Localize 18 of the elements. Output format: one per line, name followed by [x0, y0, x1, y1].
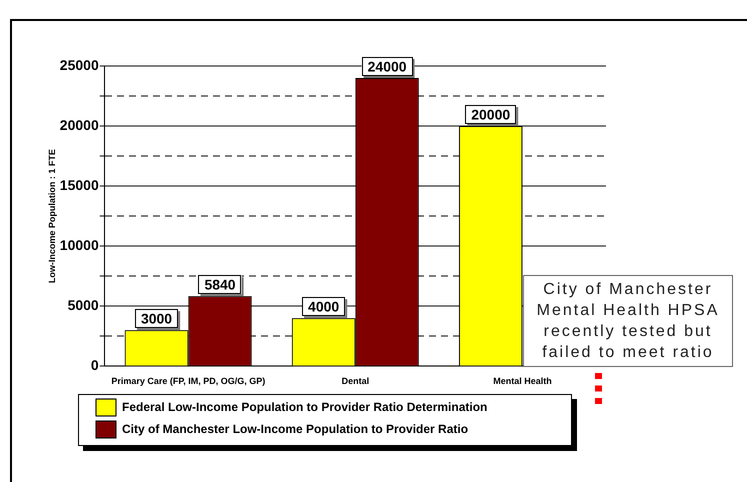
y-tick-label: 5000 — [68, 297, 99, 314]
legend-label: Federal Low-Income Population to Provider Ratio Determination — [122, 400, 488, 414]
y-tick-label: 20000 — [60, 116, 99, 133]
y-axis-title: Low-Income Population : 1 FTE — [46, 149, 57, 284]
data-label: 4000 — [308, 298, 340, 315]
y-tick-label: 15000 — [60, 176, 99, 193]
x-tick-label: Dental — [342, 376, 370, 386]
y-tick-label: 0 — [90, 357, 99, 374]
x-tick-label: Primary Care (FP, IM, PD, OG/G, GP) — [111, 376, 266, 386]
data-label: 3000 — [140, 310, 172, 327]
legend-label: City of Manchester Low-Income Population to Provider Ratio — [122, 422, 468, 436]
data-label: 5840 — [204, 276, 236, 292]
x-tick-label: Mental Health — [493, 376, 552, 386]
y-tick-label: 10000 — [60, 236, 99, 253]
data-label: 24000 — [368, 58, 407, 74]
annotation: City of Manchester Mental Health HPSA recently tested but failed to meet ratio — [523, 275, 733, 367]
y-tick-label: 25000 — [60, 56, 99, 73]
data-label: 20000 — [471, 106, 510, 122]
